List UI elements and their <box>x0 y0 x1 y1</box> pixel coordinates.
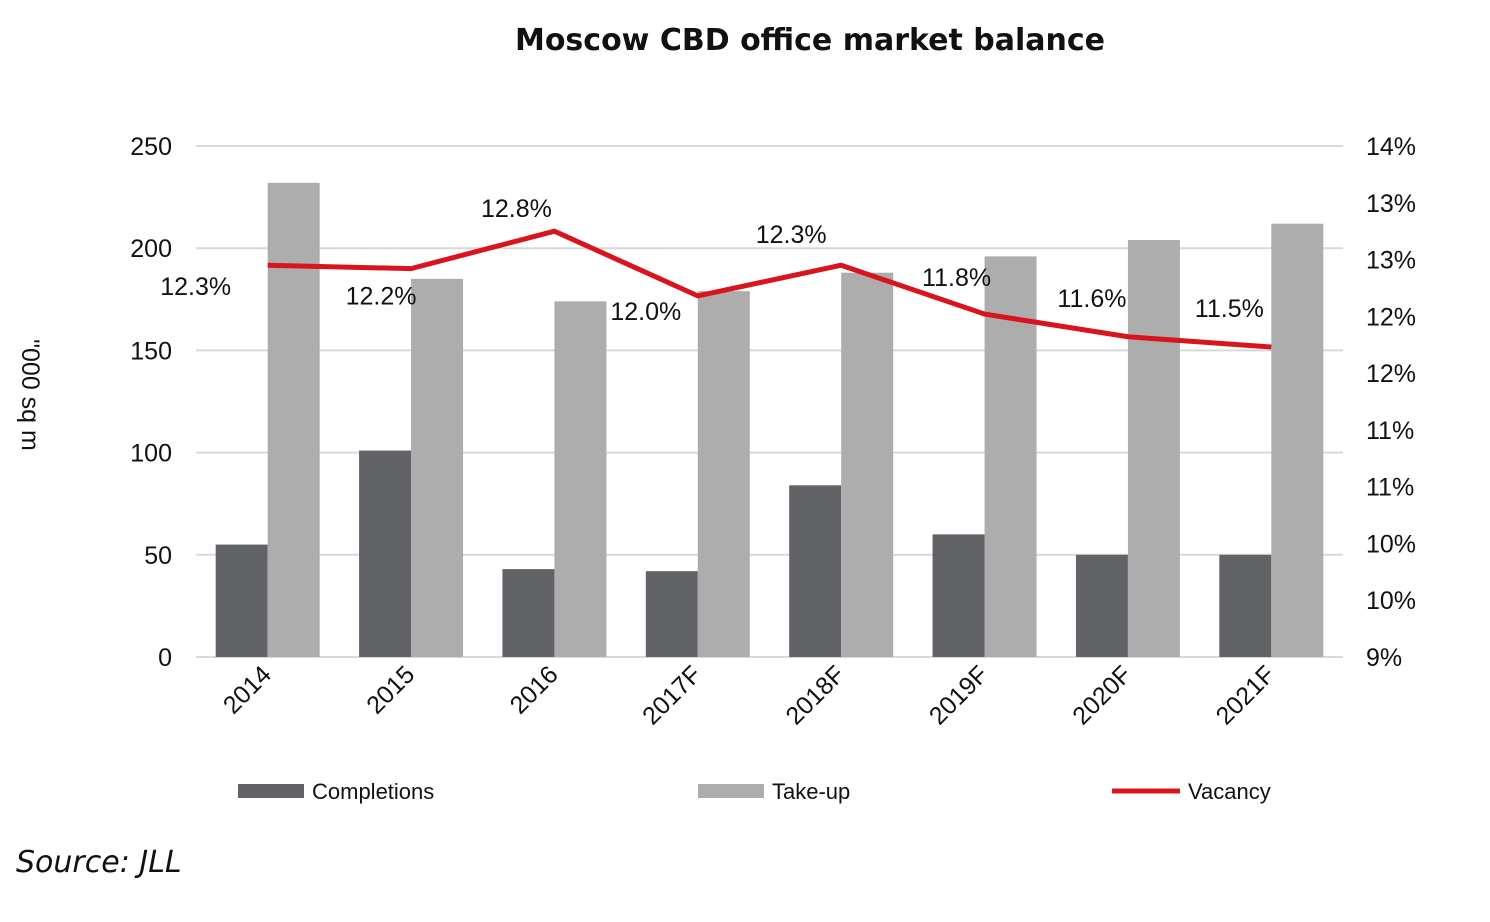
bar-completions <box>932 534 985 657</box>
x-tick-label: 2020F <box>1067 660 1137 730</box>
y-tick-label: 0 <box>158 644 172 672</box>
vacancy-data-label: 12.3% <box>160 273 231 301</box>
legend-swatch-completions <box>238 784 304 798</box>
vacancy-data-label: 12.0% <box>610 298 681 326</box>
y-axis-ticks: 0 50 100 150 200 250 <box>130 133 172 672</box>
bar-completions <box>502 569 555 657</box>
y2-tick-label: 9% <box>1366 644 1402 672</box>
x-tick-label: 2019F <box>924 660 994 730</box>
legend-label-take-up: Take-up <box>772 779 850 804</box>
bar-completions <box>789 485 842 657</box>
y2-tick-label: 12% <box>1366 360 1416 388</box>
y2-axis-ticks: 9% 10% 10% 11% 11% 12% 12% 13% 13% 14% <box>1366 133 1416 672</box>
bar-take-up <box>554 301 607 657</box>
legend-label-completions: Completions <box>312 779 434 804</box>
source-note: Source: JLL <box>16 845 182 880</box>
x-tick-label: 2016 <box>505 660 564 719</box>
bar-take-up <box>267 182 320 658</box>
chart-title: Moscow CBD office market balance <box>515 23 1105 58</box>
bar-take-up <box>411 278 464 657</box>
x-axis-ticks: 2014 2015 2016 2017F 2018F 2019F 2020F 2021F <box>218 660 1281 730</box>
bar-completions <box>1075 554 1128 657</box>
y-tick-label: 250 <box>130 133 172 161</box>
y2-tick-label: 11% <box>1366 417 1414 445</box>
x-tick-label: 2014 <box>218 660 277 719</box>
bar-completions <box>1219 554 1272 657</box>
bar-take-up <box>697 291 750 657</box>
vacancy-data-label: 11.5% <box>1195 295 1264 323</box>
y2-tick-label: 10% <box>1366 587 1416 615</box>
vacancy-line <box>267 228 1272 350</box>
y2-tick-label: 13% <box>1366 190 1416 218</box>
vacancy-data-label: 12.2% <box>346 283 417 311</box>
vacancy-data-label: 11.8% <box>922 264 991 292</box>
vacancy-line-layer <box>267 228 1272 350</box>
y2-tick-label: 10% <box>1366 530 1416 558</box>
y-tick-label: 50 <box>144 542 172 570</box>
vacancy-data-label: 11.6% <box>1057 285 1126 313</box>
legend-swatch-take-up <box>698 784 764 798</box>
bar-take-up <box>841 272 894 657</box>
vacancy-data-label: 12.8% <box>481 195 552 223</box>
y2-tick-label: 14% <box>1366 133 1416 161</box>
y2-tick-label: 11% <box>1366 474 1414 502</box>
x-tick-label: 2018F <box>781 660 851 730</box>
legend: Completions Take-up Vacancy <box>238 779 1271 804</box>
data-labels: 12.3% 12.2% 12.8% 12.0% 12.3% 11.8% 11.6% 11.5% <box>160 195 1264 326</box>
y-tick-label: 150 <box>130 337 172 365</box>
x-tick-label: 2017F <box>637 660 707 730</box>
bar-completions <box>645 571 698 657</box>
y2-tick-label: 13% <box>1366 247 1416 275</box>
bar-completions <box>359 450 412 657</box>
x-tick-label: 2021F <box>1211 660 1281 730</box>
x-tick-label: 2015 <box>361 660 420 719</box>
y-axis-label: "000 sq m <box>16 339 44 451</box>
legend-label-vacancy: Vacancy <box>1188 779 1271 804</box>
vacancy-data-label: 12.3% <box>756 221 827 249</box>
y2-tick-label: 12% <box>1366 303 1416 331</box>
y-tick-label: 200 <box>130 235 172 263</box>
bars <box>215 182 1324 658</box>
y-tick-label: 100 <box>130 440 172 468</box>
bar-completions <box>215 544 268 657</box>
bar-take-up <box>1271 223 1324 657</box>
bar-take-up <box>1127 240 1180 658</box>
